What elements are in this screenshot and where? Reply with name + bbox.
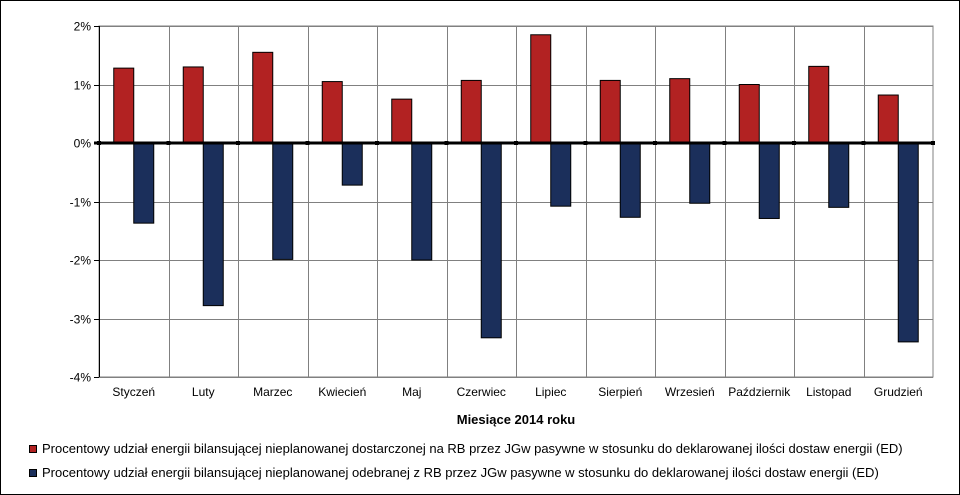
y-tick-labels: -4% -3% -2% -1% 0% 1% 2% xyxy=(70,20,92,385)
y-tick-label: -3% xyxy=(70,313,92,327)
bar-delivered xyxy=(738,84,760,144)
bar-received xyxy=(897,142,919,343)
bar-received xyxy=(411,142,433,261)
x-tick-label: Luty xyxy=(192,385,215,399)
category-tick-mark xyxy=(653,141,657,145)
category-tick-mark xyxy=(514,141,518,145)
legend-swatch-delivered xyxy=(29,444,37,453)
x-axis-label: Miesiące 2014 roku xyxy=(457,412,576,427)
x-tick-label: Listopad xyxy=(806,385,851,399)
category-tick-mark xyxy=(861,141,866,145)
x-tick-label: Czerwiec xyxy=(457,385,506,399)
bar-received xyxy=(341,142,363,186)
category-tick-mark xyxy=(583,141,588,145)
y-tick-label: 2% xyxy=(74,20,92,34)
bar-delivered xyxy=(877,94,899,144)
y-tick-label: -4% xyxy=(70,371,92,385)
bar-delivered xyxy=(391,98,413,144)
legend-item-received: Procentowy udział energii bilansującej n… xyxy=(29,465,879,480)
category-tick-mark xyxy=(97,141,101,145)
bar-delivered xyxy=(460,79,482,144)
bar-received xyxy=(550,142,572,207)
y-tick-label: 0% xyxy=(74,137,92,151)
legend-label-delivered: Procentowy udział energii bilansującej n… xyxy=(42,441,903,456)
bar-received xyxy=(758,142,780,219)
bar-delivered xyxy=(669,78,691,144)
x-tick-labels: Styczeń Luty Marzec Kwiecień Maj Czerwiec Lipi… xyxy=(112,385,922,399)
category-tick-mark xyxy=(792,141,796,145)
category-tick-mark xyxy=(236,141,240,145)
category-tick-mark xyxy=(375,141,379,145)
category-tick-mark xyxy=(444,141,449,145)
x-tick-label: Kwiecień xyxy=(318,385,366,399)
axes xyxy=(94,26,935,378)
x-tick-label: Lipiec xyxy=(535,385,566,399)
bar-received xyxy=(133,142,155,224)
y-tick-label: -2% xyxy=(70,254,92,268)
bar-delivered xyxy=(182,66,204,144)
legend-item-delivered: Procentowy udział energii bilansującej n… xyxy=(29,441,903,456)
grid-lines xyxy=(98,25,934,378)
legend-swatch-received xyxy=(29,468,37,477)
y-tick-label: 1% xyxy=(74,79,92,93)
bar-delivered xyxy=(808,65,830,144)
bar-delivered xyxy=(252,51,274,144)
bar-delivered xyxy=(321,81,343,144)
bar-delivered xyxy=(530,34,552,144)
x-tick-label: Maj xyxy=(402,385,421,399)
bar-received xyxy=(202,142,224,307)
bar-received xyxy=(480,142,502,339)
category-tick-mark xyxy=(722,141,727,145)
y-tick-label: -1% xyxy=(70,196,92,210)
x-tick-label: Grudzień xyxy=(874,385,923,399)
x-tick-label: Wrzesień xyxy=(665,385,715,399)
x-tick-label: Październik xyxy=(728,385,791,399)
x-tick-label: Marzec xyxy=(253,385,292,399)
legend-label-received: Procentowy udział energii bilansującej n… xyxy=(42,465,879,480)
category-tick-mark xyxy=(931,141,935,145)
bar-received xyxy=(828,142,850,208)
bar-delivered xyxy=(599,79,621,144)
bars xyxy=(113,34,919,343)
bar-received xyxy=(689,142,711,204)
bar-delivered xyxy=(113,67,135,144)
bar-received xyxy=(619,142,641,218)
x-tick-label: Styczeń xyxy=(112,385,155,399)
x-tick-label: Sierpień xyxy=(598,385,642,399)
category-tick-mark xyxy=(166,141,171,145)
category-tick-mark xyxy=(305,141,310,145)
bar-received xyxy=(272,142,294,260)
